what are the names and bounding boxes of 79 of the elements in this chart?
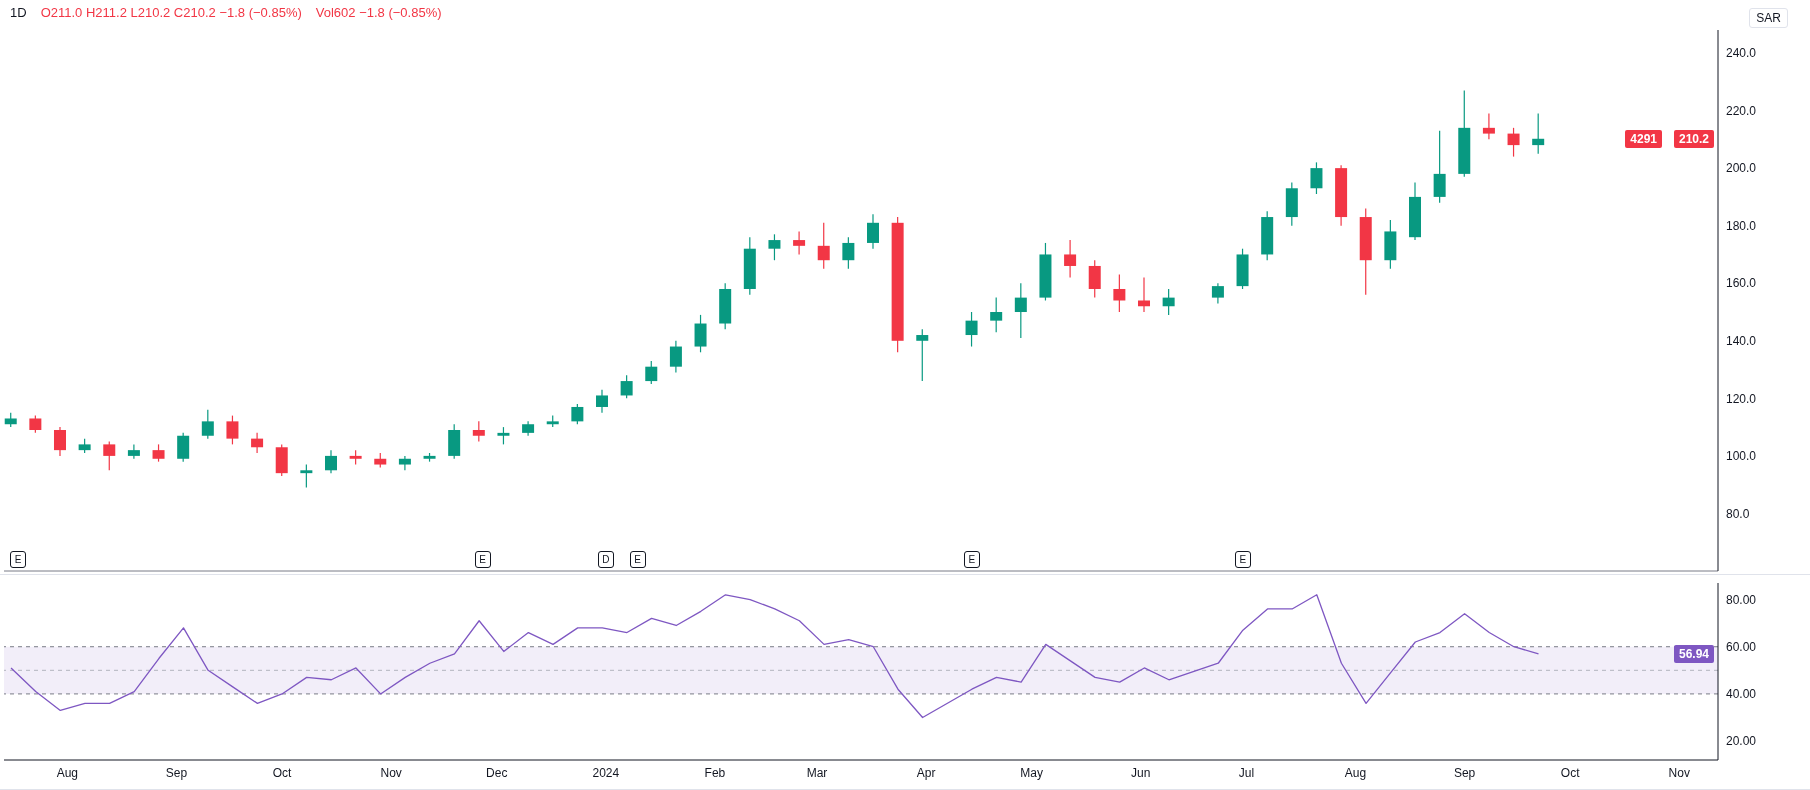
annotation: D — [597, 551, 614, 568]
candlestick — [226, 415, 239, 445]
candlestick — [1310, 161, 1323, 195]
line-series — [10, 594, 1540, 719]
candlestick — [1532, 112, 1545, 155]
x-tick-label: Jun — [1131, 765, 1151, 780]
candlestick — [1211, 282, 1224, 304]
candlestick — [1162, 288, 1175, 316]
candlestick — [127, 443, 140, 460]
x-tick-label: Nov — [380, 765, 402, 780]
candlestick — [1113, 274, 1126, 313]
y-tick-label: 20.00 — [1726, 734, 1757, 749]
y-tick-label: 100.0 — [1726, 449, 1757, 464]
x-tick-label: Apr — [916, 765, 936, 780]
annotation: E — [1234, 551, 1251, 568]
candlestick — [867, 213, 879, 250]
candlestick — [53, 426, 66, 457]
text: Vol602 −1.8 (−0.85%) — [315, 5, 442, 20]
annotation: E — [10, 551, 27, 568]
y-tick-label: 220.0 — [1726, 103, 1757, 118]
y-axis-title: SAR — [1749, 8, 1788, 28]
x-tick-label: Nov — [1668, 765, 1690, 780]
x-tick-label: Oct — [1560, 765, 1581, 780]
x-tick-label: Jul — [1238, 765, 1255, 780]
candlestick — [103, 440, 116, 471]
x-tick-label: May — [1020, 765, 1044, 780]
y-tick-label: 200.0 — [1726, 161, 1757, 176]
candlestick — [571, 403, 584, 425]
candlestick — [694, 314, 707, 353]
candlestick — [251, 432, 264, 454]
candlestick — [965, 311, 978, 348]
x-tick-label: Sep — [165, 765, 188, 780]
y-tick-label: 140.0 — [1726, 334, 1757, 349]
x-tick-label: Dec — [486, 765, 508, 780]
candlestick — [472, 420, 485, 443]
x-tick-label: Sep — [1453, 765, 1476, 780]
x-tick-label: Aug — [1344, 765, 1367, 780]
candlestick — [768, 233, 781, 261]
candlestick — [817, 222, 830, 270]
y-tick-label: 120.0 — [1726, 391, 1757, 406]
candlestick — [325, 449, 337, 474]
candlestick — [1088, 259, 1101, 299]
candlestick — [398, 455, 411, 471]
candlestick — [620, 374, 633, 399]
candlestick — [1433, 130, 1446, 204]
chart-title: 1D — [10, 5, 27, 20]
annotation: E — [629, 551, 646, 568]
x-tick-label: Mar — [806, 765, 828, 780]
annotation: E — [963, 551, 980, 568]
y-tick-label: 80.0 — [1726, 506, 1750, 521]
y-tick-label: 240.0 — [1726, 46, 1757, 61]
candlestick — [1014, 282, 1027, 339]
annotation: 210.2 — [1673, 129, 1714, 148]
candlestick — [177, 432, 190, 463]
candlestick — [990, 297, 1003, 333]
annotation: 56.94 — [1673, 644, 1714, 663]
x-tick-label: Aug — [56, 765, 79, 780]
y-tick-label: 160.0 — [1726, 276, 1757, 291]
candlestick — [1482, 112, 1495, 140]
candlestick — [669, 340, 682, 374]
y-tick-label: 180.0 — [1726, 218, 1757, 233]
candlestick — [793, 230, 806, 256]
y-tick-label: 60.00 — [1726, 639, 1757, 654]
y-tick-label: 80.00 — [1726, 592, 1757, 607]
annotation: 4291 — [1625, 129, 1662, 148]
x-tick-label: Oct — [272, 765, 293, 780]
candlestick — [201, 409, 214, 440]
candlestick — [842, 236, 855, 270]
candlestick — [645, 360, 658, 385]
candlestick — [916, 328, 929, 382]
y-tick-label: 40.00 — [1726, 687, 1757, 702]
text: O211.0 H211.2 L210.2 C210.2 −1.8 (−0.85%) — [40, 5, 302, 20]
candlestick — [300, 463, 313, 489]
annotation: E — [474, 551, 491, 568]
candlestick — [596, 389, 608, 414]
candlestick — [1064, 239, 1077, 279]
x-tick-label: 2024 — [592, 765, 620, 780]
x-tick-label: Feb — [704, 765, 726, 780]
candlestick — [1507, 127, 1520, 158]
